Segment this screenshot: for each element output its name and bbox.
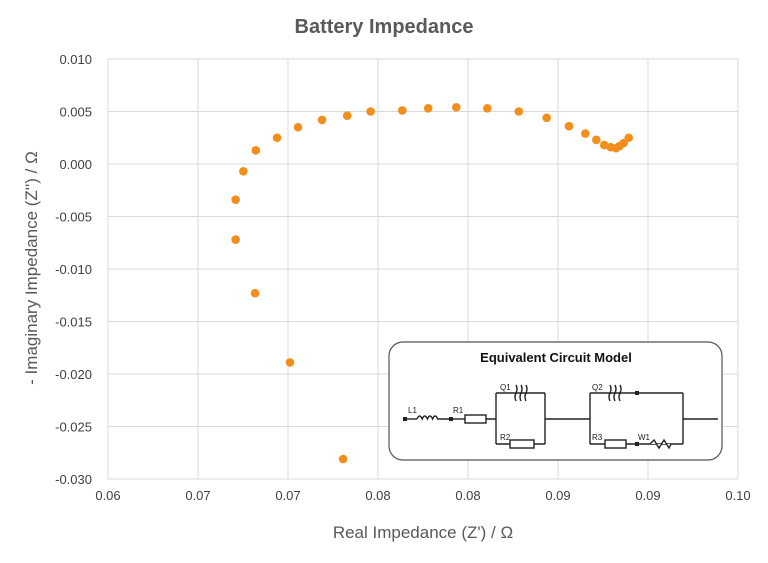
data-point [624, 133, 634, 143]
data-point [423, 104, 433, 113]
y-axis-label: - Imaginary Impedance (Z'') / Ω [22, 151, 41, 385]
y-tick-label: -0.015 [55, 315, 92, 330]
data-point [482, 104, 492, 113]
x-tick-label: 0.06 [95, 488, 120, 503]
data-point [251, 146, 261, 155]
x-tick-label: 0.09 [635, 488, 660, 503]
data-point [239, 167, 248, 176]
data-point [366, 107, 375, 116]
y-tick-label: -0.010 [55, 262, 92, 277]
data-point [285, 358, 295, 367]
inset-box [388, 341, 723, 461]
inductor-l1 [416, 415, 451, 421]
inset-title: Equivalent Circuit Model [480, 350, 632, 365]
x-tick-label: 0.09 [545, 488, 570, 503]
data-point [581, 129, 590, 138]
svg-text:W1: W1 [638, 433, 651, 442]
data-points [231, 103, 634, 464]
y-tick-label: 0.000 [59, 157, 92, 172]
resistor-r3 [604, 439, 627, 449]
circuit-diagram: L1 R1 Q1 R2 Q2 R3 W1 [403, 383, 718, 450]
data-point [231, 235, 240, 244]
x-tick-label: 0.08 [365, 488, 390, 503]
y-tick-label: -0.020 [55, 367, 92, 382]
data-point [231, 195, 240, 204]
data-point [592, 135, 601, 145]
circuit-inset: Equivalent Circuit Model L1 R1 Q1 R2 Q2 … [388, 341, 723, 461]
chart-title: Battery Impedance [295, 16, 474, 38]
data-point [564, 121, 574, 131]
data-point [338, 454, 348, 464]
svg-text:R3: R3 [592, 433, 603, 442]
x-axis-label: Real Impedance (Z') / Ω [333, 523, 513, 542]
svg-text:Q2: Q2 [592, 383, 603, 392]
svg-text:L1: L1 [408, 406, 417, 415]
data-point [317, 115, 327, 125]
data-point [342, 111, 352, 120]
svg-text:R2: R2 [500, 433, 511, 442]
x-tick-label: 0.07 [275, 488, 300, 503]
resistor-r2 [509, 439, 535, 449]
x-ticks: 0.06 0.07 0.07 0.08 0.08 0.09 0.09 0.10 [95, 488, 750, 503]
data-point [293, 122, 303, 132]
data-point [542, 113, 551, 123]
x-tick-label: 0.07 [185, 488, 210, 503]
data-point [272, 133, 282, 143]
plot-frame [107, 58, 739, 480]
data-point [514, 107, 524, 116]
x-tick-label: 0.08 [455, 488, 480, 503]
y-tick-label: -0.005 [55, 210, 92, 225]
data-point [398, 106, 407, 115]
data-point [250, 288, 260, 298]
x-tick-label: 0.10 [725, 488, 750, 503]
cpe-q2 [608, 384, 622, 402]
svg-text:Q1: Q1 [500, 383, 511, 392]
y-tick-label: -0.025 [55, 420, 92, 435]
svg-text:R1: R1 [453, 406, 464, 415]
y-tick-label: -0.030 [55, 472, 92, 487]
y-tick-label: 0.005 [59, 105, 92, 120]
y-tick-label: 0.010 [59, 52, 92, 67]
data-point [452, 103, 461, 112]
cpe-q1 [514, 384, 528, 402]
data-point [599, 140, 609, 150]
y-ticks: 0.010 0.005 0.000 -0.005 -0.010 -0.015 -0.020 -… [55, 52, 92, 487]
warburg-w1 [649, 438, 672, 450]
